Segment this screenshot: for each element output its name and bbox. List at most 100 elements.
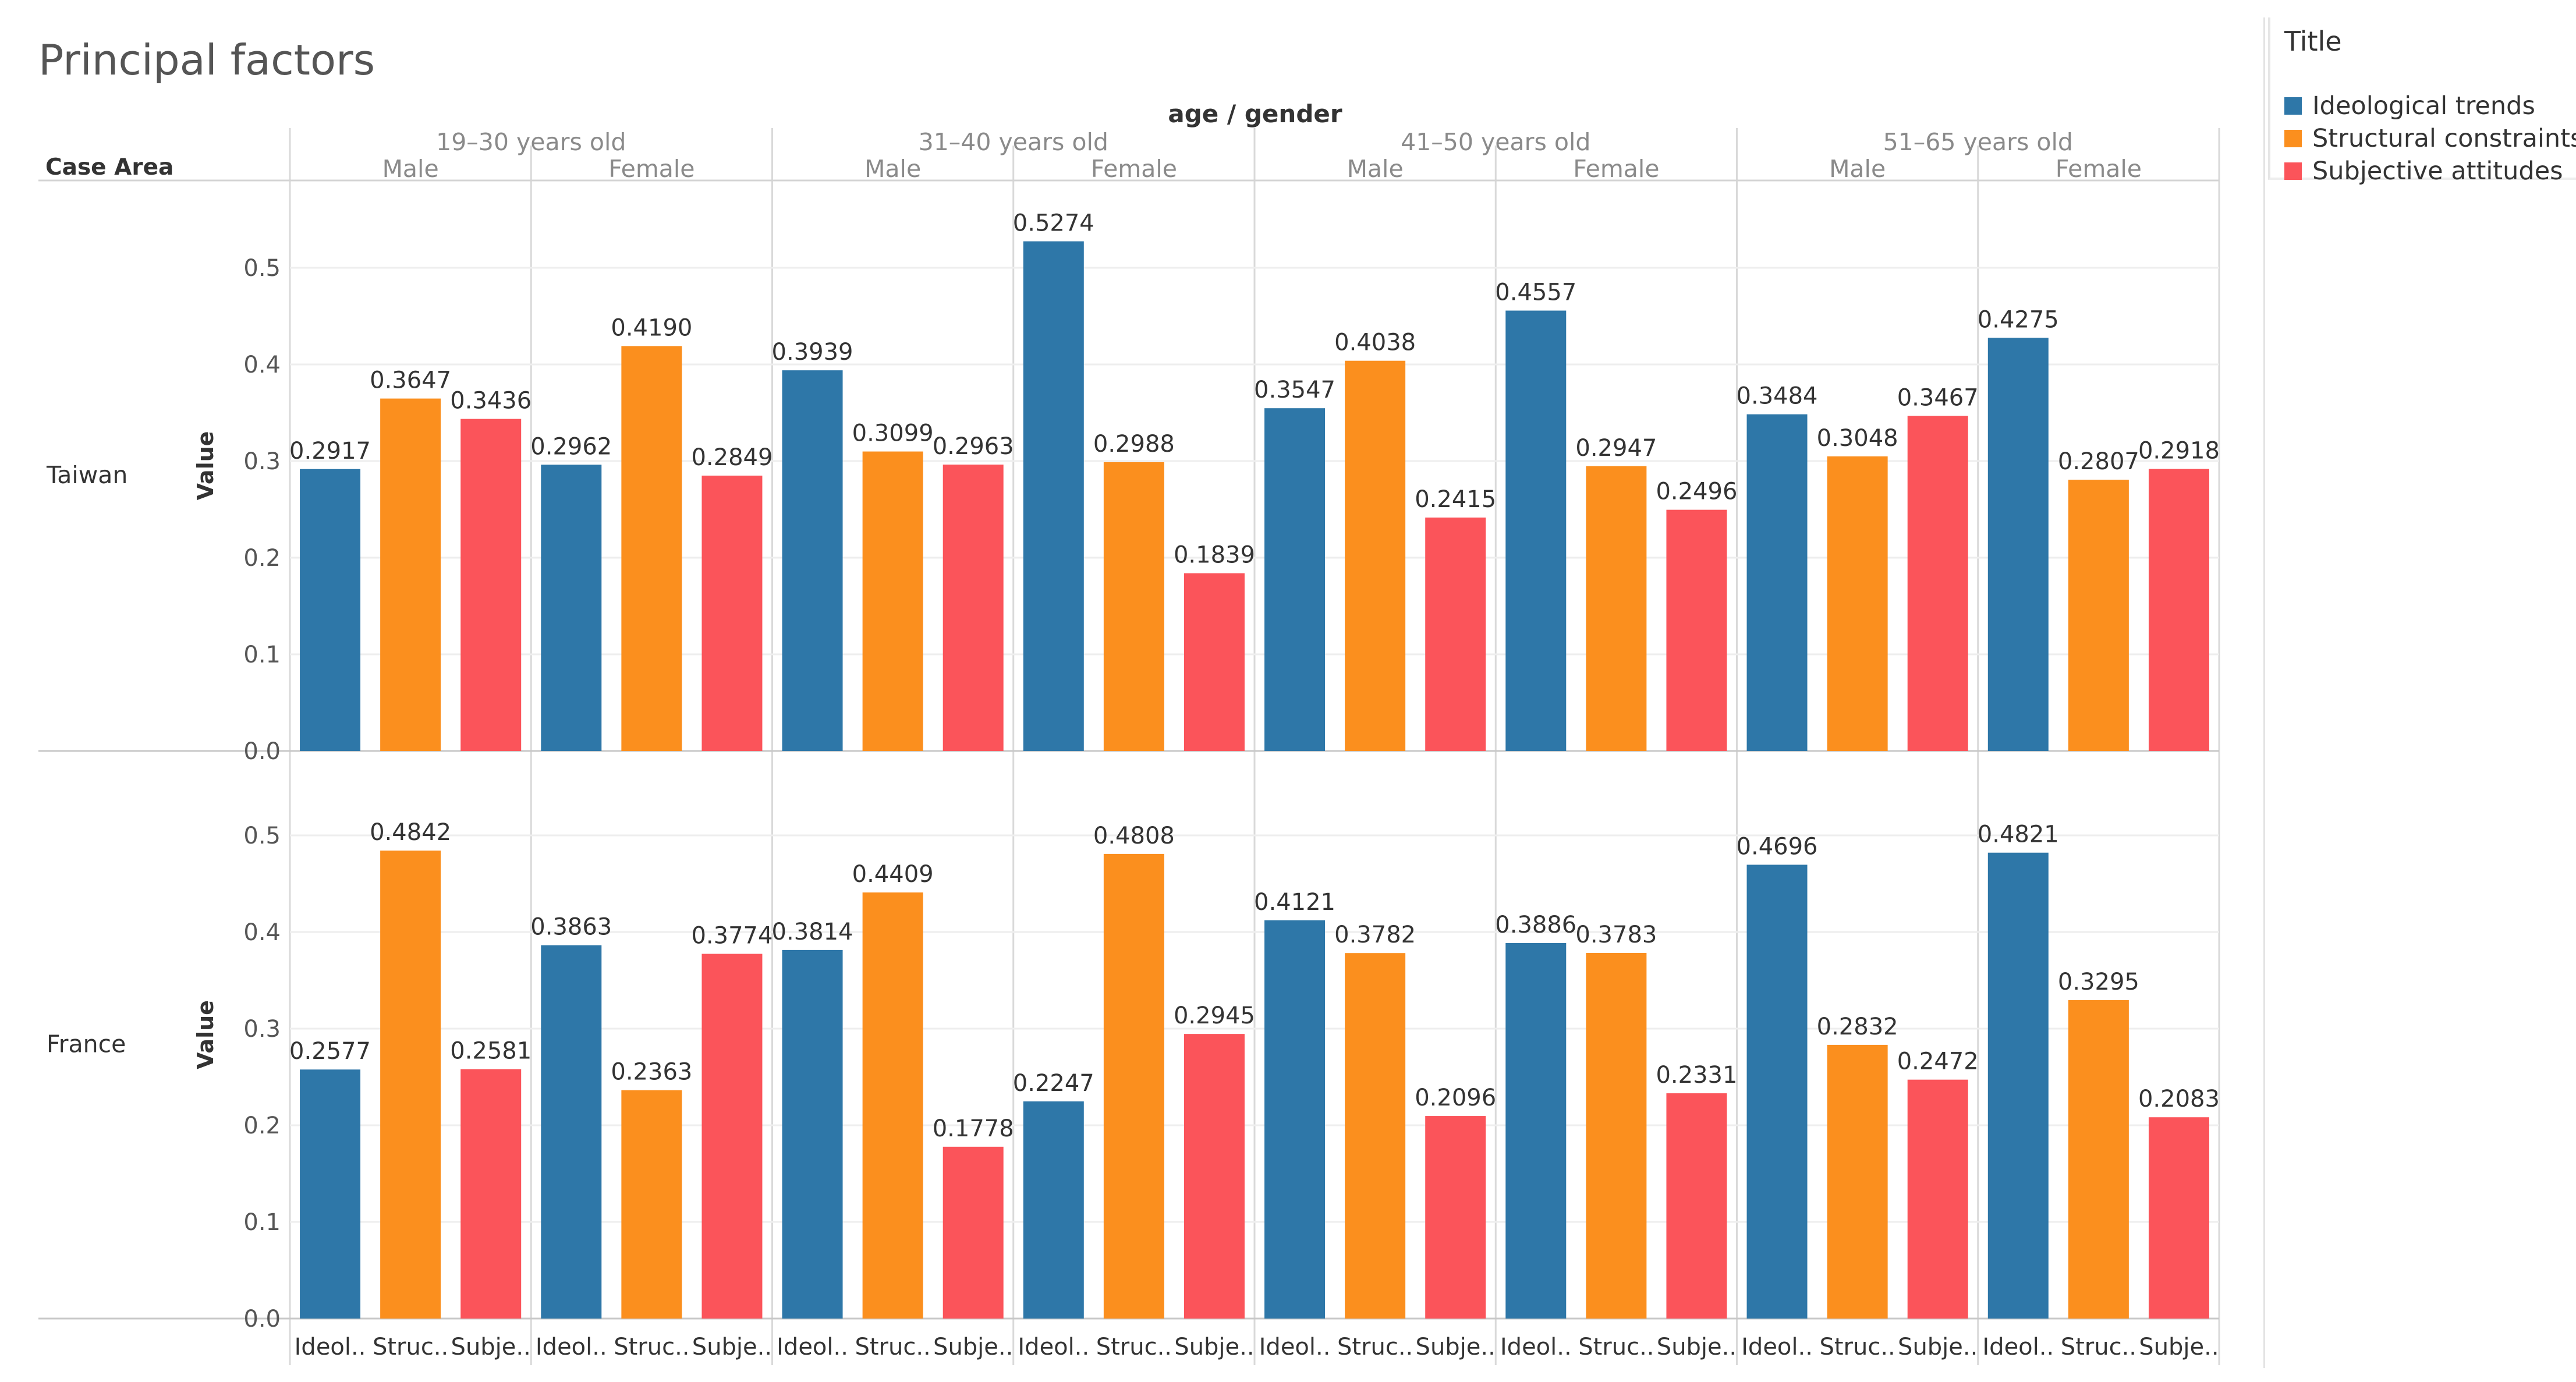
bar-data-label: 0.2963: [933, 433, 1014, 460]
legend-item-subjective-attitudes[interactable]: Subjective attitudes: [2284, 155, 2563, 187]
x-tick-label: Subje..: [2139, 1334, 2219, 1360]
bar-subjective-attitudes: [2148, 469, 2209, 751]
bar-data-label: 0.2083: [2138, 1086, 2220, 1112]
bar-structural-constraints: [1345, 953, 1406, 1319]
bar-data-label: 0.1839: [1174, 542, 1255, 569]
legend[interactable]: Title Ideological trends Structural cons…: [2268, 17, 2576, 186]
bar-subjective-attitudes: [2148, 1117, 2209, 1319]
row-header-title: Case Area: [45, 154, 173, 180]
bar-subjective-attitudes: [1425, 518, 1486, 751]
x-tick-label: Ideol..: [295, 1334, 366, 1360]
bar-ideological-trends: [541, 465, 602, 751]
bar-ideological-trends: [1505, 942, 1567, 1319]
bar-subjective-attitudes: [1907, 1079, 1968, 1319]
bar-data-label: 0.3863: [530, 914, 612, 941]
bar-structural-constraints: [1827, 1044, 1888, 1319]
bar-subjective-attitudes: [460, 1069, 522, 1319]
bar-structural-constraints: [1103, 853, 1164, 1319]
bar-structural-constraints: [1586, 466, 1647, 751]
bar-structural-constraints: [862, 892, 923, 1319]
bar-data-label: 0.3783: [1575, 922, 1657, 948]
x-tick-label: Subje..: [1174, 1334, 1254, 1360]
bar-data-label: 0.2947: [1575, 435, 1657, 462]
y-tick-label: 0.3: [243, 448, 281, 475]
bar-data-label: 0.4190: [611, 314, 692, 341]
legend-item-structural-constraints[interactable]: Structural constraints: [2284, 122, 2576, 155]
bar-ideological-trends: [1987, 338, 2049, 751]
age-group-header: 31–40 years old: [919, 128, 1108, 156]
bar-data-label: 0.5274: [1013, 210, 1094, 237]
bar-ideological-trends: [1264, 408, 1326, 751]
gender-header: Male: [1347, 155, 1404, 183]
bar-subjective-attitudes: [1184, 1034, 1245, 1319]
bar-subjective-attitudes: [701, 476, 763, 751]
bar-ideological-trends: [541, 945, 602, 1319]
y-tick-label: 0.5: [243, 255, 281, 282]
legend-divider: [2263, 17, 2265, 1368]
bar-data-label: 0.2945: [1174, 1002, 1255, 1029]
bar-structural-constraints: [1345, 360, 1406, 751]
x-tick-label: Struc..: [1578, 1334, 1654, 1360]
bar-data-label: 0.2247: [1013, 1070, 1094, 1097]
bar-structural-constraints: [621, 1090, 682, 1319]
x-tick-label: Ideol..: [1741, 1334, 1813, 1360]
legend-label: Structural constraints: [2312, 124, 2576, 153]
bar-data-label: 0.3886: [1495, 912, 1576, 938]
bar-ideological-trends: [1987, 852, 2049, 1319]
x-tick-label: Struc..: [855, 1334, 930, 1360]
bar-ideological-trends: [1746, 864, 1808, 1319]
gender-header: Female: [608, 155, 695, 183]
bar-data-label: 0.4557: [1495, 279, 1576, 306]
bar-data-label: 0.2917: [289, 438, 371, 465]
bar-data-label: 0.4842: [370, 819, 451, 846]
bar-structural-constraints: [380, 851, 441, 1319]
legend-title: Title: [2284, 26, 2342, 57]
x-tick-label: Struc..: [373, 1334, 448, 1360]
y-tick-label: 0.1: [243, 1209, 281, 1236]
x-tick-label: Struc..: [1337, 1334, 1413, 1360]
x-tick-label: Ideol..: [777, 1334, 848, 1360]
x-tick-label: Struc..: [2061, 1334, 2136, 1360]
age-group-header: 19–30 years old: [436, 128, 626, 156]
bar-subjective-attitudes: [942, 465, 1004, 751]
bar-structural-constraints: [862, 451, 923, 751]
y-tick-label: 0.1: [243, 642, 281, 668]
gender-header: Male: [864, 155, 921, 183]
bar-subjective-attitudes: [942, 1146, 1004, 1319]
bar-data-label: 0.1778: [933, 1115, 1014, 1142]
bar-subjective-attitudes: [1907, 416, 1968, 751]
legend-item-ideological-trends[interactable]: Ideological trends: [2284, 90, 2535, 122]
legend-label: Ideological trends: [2312, 91, 2535, 121]
bar-subjective-attitudes: [1425, 1116, 1486, 1319]
gender-header: Female: [2056, 155, 2142, 183]
x-tick-label: Struc..: [1819, 1334, 1895, 1360]
bar-data-label: 0.3484: [1737, 383, 1818, 410]
bar-ideological-trends: [1023, 1101, 1084, 1319]
y-tick-label: 0.5: [243, 823, 281, 849]
y-axis-title: Value: [193, 431, 218, 501]
bar-ideological-trends: [782, 949, 843, 1319]
bar-ideological-trends: [300, 469, 361, 751]
bar-subjective-attitudes: [460, 419, 522, 751]
bar-structural-constraints: [621, 346, 682, 751]
bar-data-label: 0.3048: [1817, 425, 1898, 452]
y-tick-label: 0.2: [243, 545, 281, 572]
gender-header: Female: [1573, 155, 1659, 183]
bar-ideological-trends: [300, 1069, 361, 1319]
row-area-label: France: [47, 1030, 126, 1058]
bar-data-label: 0.4409: [852, 861, 934, 888]
bar-data-label: 0.2496: [1656, 479, 1737, 505]
x-tick-label: Ideol..: [1982, 1334, 2054, 1360]
gender-header: Female: [1091, 155, 1177, 183]
header-axis-title: age / gender: [1168, 100, 1342, 128]
bar-data-label: 0.3814: [772, 919, 853, 945]
legend-label: Subjective attitudes: [2312, 157, 2563, 186]
bar-data-label: 0.4121: [1254, 889, 1335, 916]
legend-swatch-ideological-trends: [2284, 97, 2302, 115]
x-tick-label: Subje..: [1416, 1334, 1496, 1360]
y-axis-title: Value: [193, 1000, 218, 1069]
x-tick-label: Struc..: [614, 1334, 689, 1360]
bar-data-label: 0.3647: [370, 367, 451, 394]
bar-data-label: 0.2363: [611, 1059, 692, 1086]
bar-data-label: 0.2849: [691, 444, 773, 471]
